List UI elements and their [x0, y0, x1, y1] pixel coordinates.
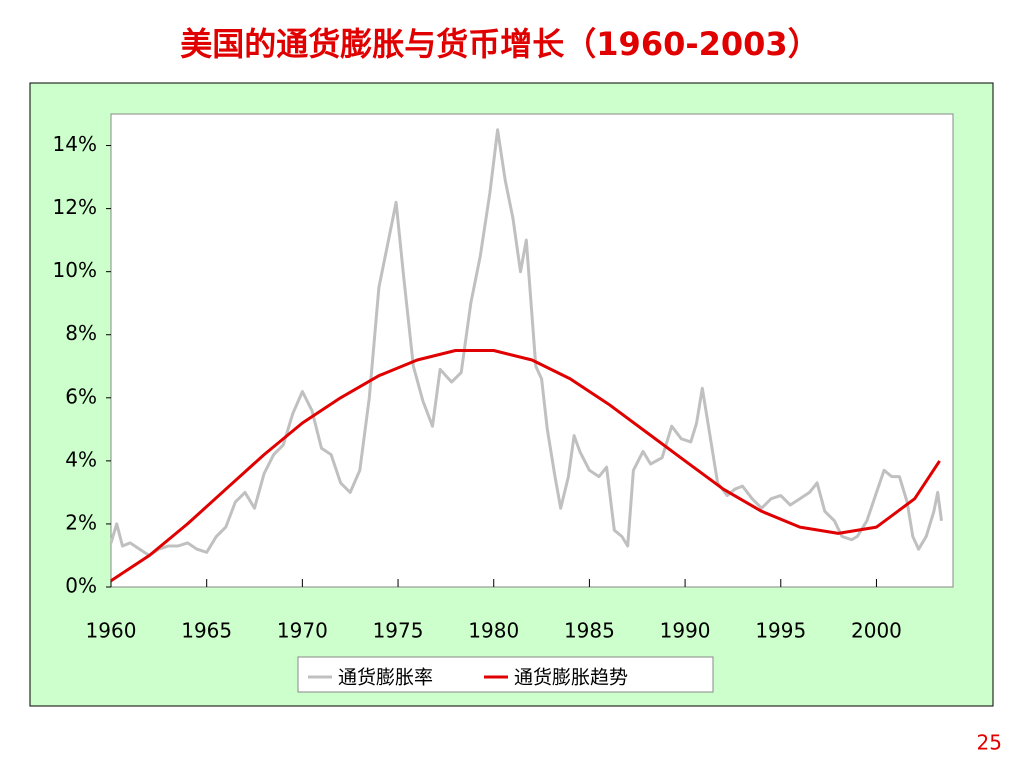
y-tick-label: 0%	[65, 574, 97, 598]
x-tick-label: 1980	[468, 619, 519, 643]
x-tick-label: 2000	[851, 619, 902, 643]
y-tick-label: 14%	[53, 132, 97, 156]
y-tick-label: 4%	[65, 447, 97, 471]
legend-label: 通货膨胀率	[338, 667, 433, 689]
line-series	[109, 128, 943, 557]
y-tick-label: 12%	[53, 195, 97, 219]
x-tick-label: 1960	[86, 619, 137, 643]
x-tick-label: 1970	[277, 619, 328, 643]
x-tick-label: 1985	[564, 619, 615, 643]
y-tick-label: 10%	[53, 258, 97, 282]
y-tick-label: 8%	[65, 321, 97, 345]
y-tick-label: 2%	[65, 510, 97, 534]
title: 美国的通货膨胀与货币增长（1960-2003）	[180, 25, 819, 63]
page-number: 25	[977, 731, 1002, 755]
legend-label: 通货膨胀趋势	[514, 667, 628, 689]
x-tick-label: 1995	[755, 619, 806, 643]
plot-area	[110, 113, 954, 588]
x-tick-label: 1975	[373, 619, 424, 643]
legend	[297, 656, 714, 693]
line-series	[110, 349, 941, 582]
x-tick-label: 1990	[660, 619, 711, 643]
x-tick-label: 1965	[181, 619, 232, 643]
y-tick-label: 6%	[65, 384, 97, 408]
